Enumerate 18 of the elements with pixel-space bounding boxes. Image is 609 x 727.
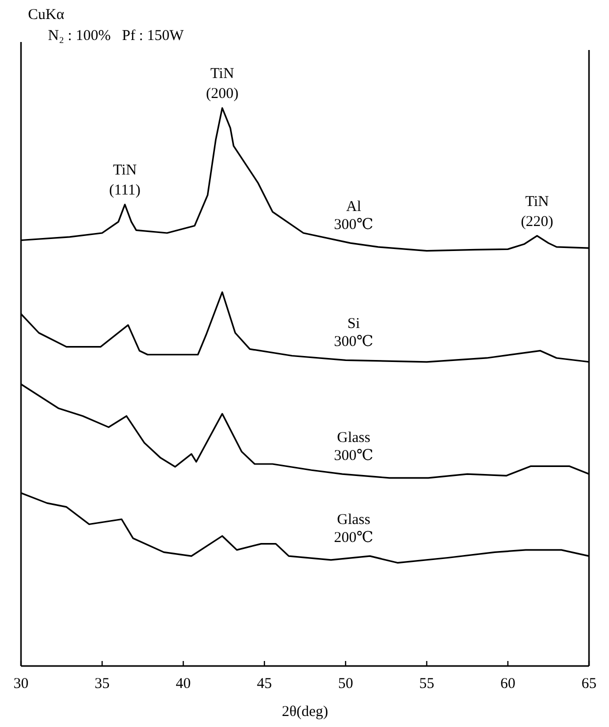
annotation: TiN (200) [206,66,238,102]
series-label: Glass 200℃ [334,512,374,546]
chart-title: CuKα [28,7,64,23]
x-axis-title: 2θ(deg) [282,704,328,720]
annotation: TiN (111) [109,162,141,199]
x-tick-label: 45 [256,676,272,692]
x-tick-label: 35 [94,676,110,692]
series-label: Glass 300℃ [334,430,374,464]
x-tick-label: 55 [419,676,434,692]
x-tick-label: 40 [176,676,191,692]
chart-subtitle: N₂ : 100% Pf : 150W [48,28,184,44]
x-tick-label: 50 [338,676,354,692]
series-label: Si 300℃ [334,316,374,350]
x-tick-label: 60 [500,676,516,692]
annotation: TiN (220) [520,194,554,230]
x-tick-label: 30 [14,676,28,692]
x-tick-label: 65 [582,676,596,692]
series-label: Al 300℃ [334,199,374,234]
